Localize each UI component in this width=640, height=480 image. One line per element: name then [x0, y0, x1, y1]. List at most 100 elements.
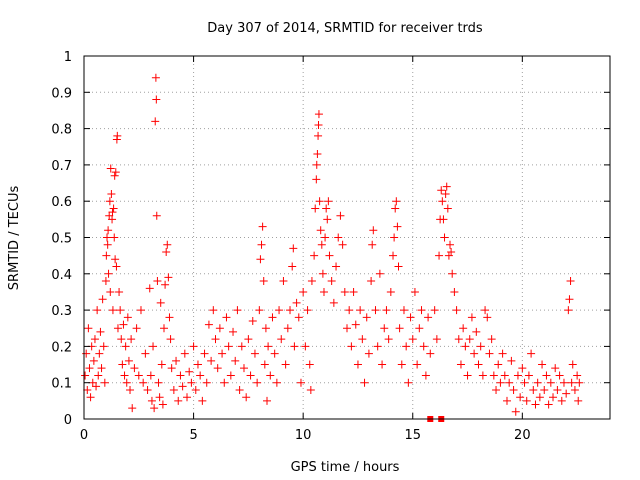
data-point	[394, 262, 403, 271]
data-point	[299, 287, 308, 296]
data-point	[132, 324, 141, 333]
data-point	[257, 240, 266, 249]
data-point	[253, 378, 262, 387]
data-point	[145, 284, 154, 293]
data-point	[443, 204, 452, 213]
data-point	[315, 197, 324, 206]
data-point	[86, 393, 95, 402]
data-point	[573, 371, 582, 380]
data-point	[384, 335, 393, 344]
data-point	[118, 360, 127, 369]
data-point	[187, 378, 196, 387]
data-point	[311, 204, 320, 213]
data-point	[303, 306, 312, 315]
data-point	[260, 360, 269, 369]
data-point	[392, 197, 401, 206]
data-point	[565, 295, 574, 304]
data-point	[424, 313, 433, 322]
data-point	[157, 360, 166, 369]
data-point	[244, 335, 253, 344]
data-point	[467, 313, 476, 322]
data-point	[487, 335, 496, 344]
data-point	[113, 131, 122, 140]
data-point	[229, 327, 238, 336]
data-point	[421, 371, 430, 380]
data-point	[522, 396, 531, 405]
data-point	[239, 364, 248, 373]
data-point	[524, 371, 533, 380]
data-point	[169, 385, 178, 394]
data-point	[568, 360, 577, 369]
data-point	[207, 356, 216, 365]
data-point	[215, 324, 224, 333]
data-point	[368, 240, 377, 249]
data-point	[124, 356, 133, 365]
data-point	[200, 349, 209, 358]
data-point	[176, 371, 185, 380]
data-point	[478, 371, 487, 380]
data-point	[196, 371, 205, 380]
data-point	[323, 215, 332, 224]
data-point	[185, 367, 194, 376]
data-point	[310, 251, 319, 260]
data-point	[336, 211, 345, 220]
data-point	[107, 189, 116, 198]
data-point	[237, 342, 246, 351]
data-point	[152, 211, 161, 220]
y-tick-label: 0.6	[51, 195, 72, 210]
data-point	[286, 306, 295, 315]
data-point	[373, 342, 382, 351]
data-point	[103, 233, 112, 242]
data-point	[562, 389, 571, 398]
data-point	[410, 287, 419, 296]
data-point	[122, 378, 131, 387]
data-point	[104, 226, 113, 235]
data-point	[108, 208, 117, 217]
data-point	[481, 306, 490, 315]
data-point	[314, 131, 323, 140]
data-point	[156, 298, 165, 307]
data-point	[126, 385, 135, 394]
data-point	[163, 240, 172, 249]
chart-title: Day 307 of 2014, SRMTID for receiver trd…	[207, 21, 483, 36]
data-point	[432, 335, 441, 344]
data-point	[92, 382, 101, 391]
data-point	[456, 360, 465, 369]
data-point	[143, 385, 152, 394]
data-point	[294, 313, 303, 322]
data-point	[258, 222, 267, 231]
data-point	[161, 280, 170, 289]
data-point	[158, 400, 167, 409]
data-point	[296, 378, 305, 387]
data-point	[264, 342, 273, 351]
data-point	[106, 287, 115, 296]
data-point	[375, 269, 384, 278]
data-point	[270, 349, 279, 358]
data-point	[248, 316, 257, 325]
data-point	[498, 349, 507, 358]
data-point	[322, 204, 331, 213]
data-point	[211, 335, 220, 344]
data-point	[305, 360, 314, 369]
data-point	[90, 335, 99, 344]
data-point	[496, 378, 505, 387]
data-point	[417, 306, 426, 315]
data-point	[110, 171, 119, 180]
data-point	[277, 335, 286, 344]
data-point	[439, 215, 448, 224]
data-point	[166, 335, 175, 344]
data-point	[94, 371, 103, 380]
data-point	[263, 396, 272, 405]
data-point	[226, 371, 235, 380]
data-point	[233, 306, 242, 315]
data-point	[553, 385, 562, 394]
data-point	[358, 335, 367, 344]
data-point	[108, 306, 117, 315]
data-point	[485, 349, 494, 358]
data-point	[419, 342, 428, 351]
data-point	[120, 371, 129, 380]
data-point	[105, 197, 114, 206]
data-point	[191, 385, 200, 394]
data-point	[557, 396, 566, 405]
